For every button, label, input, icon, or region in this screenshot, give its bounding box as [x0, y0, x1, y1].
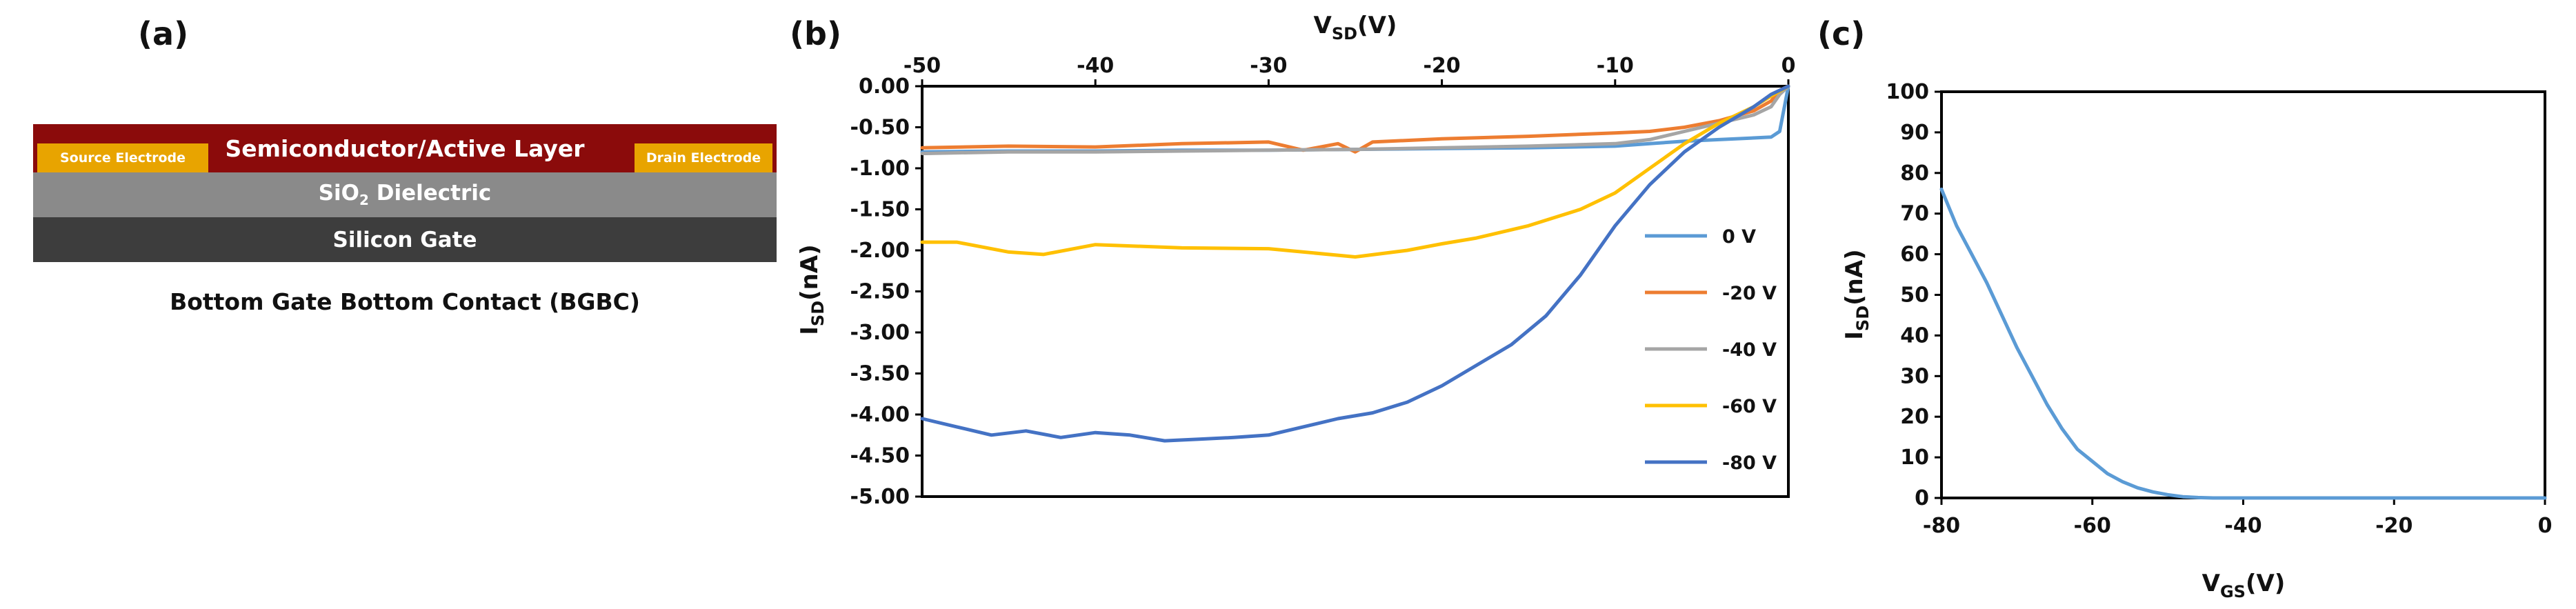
- legend-label-0: 0 V: [1722, 226, 1756, 248]
- y-tick-label: 40: [1900, 323, 1929, 348]
- drain-electrode: Drain Electrode: [635, 143, 772, 172]
- y-tick-label: -1.00: [850, 157, 910, 181]
- x-tick-label: -50: [903, 54, 941, 78]
- y-tick-label: 90: [1900, 121, 1929, 145]
- x-tick-label: 0: [1781, 54, 1796, 78]
- x-tick-label: -60: [2074, 514, 2111, 538]
- series-line-3: [920, 84, 1790, 259]
- legend-label-2: -40 V: [1722, 339, 1777, 361]
- x-tick-label: -10: [1597, 54, 1634, 78]
- drain-electrode-label: Drain Electrode: [646, 150, 761, 166]
- y-tick-label: -5.00: [850, 485, 910, 509]
- y-tick-label: -4.50: [850, 444, 910, 468]
- x-tick-label: -40: [2224, 514, 2262, 538]
- x-tick-label: 0: [2538, 514, 2553, 538]
- gate-layer: Silicon Gate: [33, 217, 777, 262]
- series-line-0: [1939, 187, 2547, 500]
- y-tick-label: 30: [1900, 364, 1929, 388]
- panel-label-b: (b): [790, 15, 841, 52]
- gate-label: Silicon Gate: [332, 227, 477, 252]
- source-electrode-label: Source Electrode: [59, 150, 186, 166]
- y-tick-label: 50: [1900, 283, 1929, 308]
- series-line-2: [920, 84, 1790, 156]
- x-tick-label: -20: [2375, 514, 2413, 538]
- y-tick-label: -2.00: [850, 239, 910, 263]
- y-axis-title: ISD(nA): [1841, 249, 1873, 339]
- active-layer-label: Semiconductor/Active Layer: [225, 134, 585, 162]
- y-tick-label: 0: [1915, 486, 1929, 510]
- device-caption: Bottom Gate Bottom Contact (BGBC): [170, 288, 640, 315]
- panel-label-a: (a): [138, 15, 189, 52]
- series-line-0: [920, 84, 1790, 154]
- device-schematic: Semiconductor/Active Layer Source Electr…: [33, 124, 777, 262]
- dielectric-layer: SiO2 Dielectric: [33, 172, 777, 217]
- y-tick-label: 0.00: [859, 74, 910, 99]
- series-line-4: [920, 84, 1790, 443]
- source-electrode: Source Electrode: [37, 143, 208, 172]
- dielectric-label: SiO2 Dielectric: [318, 181, 492, 209]
- x-tick-label: -80: [1923, 514, 1960, 538]
- y-tick-label: -2.50: [850, 280, 910, 304]
- panel-label-c: (c): [1817, 15, 1866, 52]
- series-line-1: [920, 84, 1790, 154]
- y-tick-label: 20: [1900, 405, 1929, 429]
- chart-output-characteristics: -50 -40 -30 -20 -10 0 0.00 -0.50 -1.00 -1.50 -2.00…: [796, 12, 1795, 509]
- x-tick-label: -40: [1077, 54, 1114, 78]
- y-tick-label: 10: [1900, 446, 1929, 470]
- y-tick-label: 80: [1900, 161, 1929, 186]
- plot-frame: [1940, 90, 2546, 499]
- y-tick-label: 60: [1900, 243, 1929, 267]
- y-tick-label: -4.00: [850, 403, 910, 427]
- y-tick-label: 100: [1886, 80, 1929, 104]
- y-tick-label: -3.00: [850, 321, 910, 345]
- legend-label-3: -60 V: [1722, 396, 1777, 417]
- y-axis-title: ISD(nA): [796, 244, 828, 335]
- x-axis-title: VGS(V): [2202, 570, 2286, 601]
- y-tick-label: -0.50: [850, 116, 910, 140]
- chart-transfer-characteristics: -80 -60 -40 -20 0 0 10 20 30 40 50 60 70 80 90 100 VGS(V…: [1841, 80, 2552, 601]
- y-tick-label: -1.50: [850, 198, 910, 222]
- legend-label-4: -80 V: [1722, 452, 1777, 474]
- y-tick-label: -3.50: [850, 362, 910, 386]
- legend-label-1: -20 V: [1722, 283, 1777, 304]
- x-tick-label: -20: [1423, 54, 1460, 78]
- y-tick-label: 70: [1900, 202, 1929, 226]
- x-tick-label: -30: [1250, 54, 1287, 78]
- x-axis-title: VSD(V): [1314, 12, 1397, 43]
